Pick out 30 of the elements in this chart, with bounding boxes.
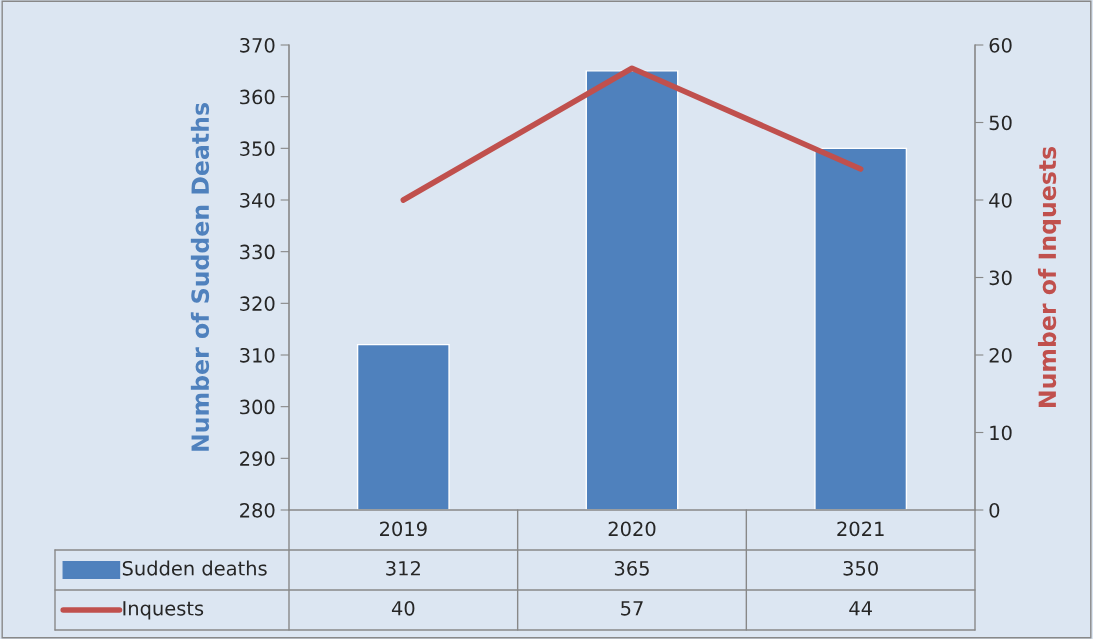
y-tick-label: 310	[240, 347, 275, 363]
data-label: 57	[621, 601, 643, 616]
y-tick-label: 290	[240, 451, 275, 466]
y-tick-label: 330	[240, 244, 275, 260]
x-tick-label: 2020	[608, 521, 656, 537]
y2-tick-label: 40	[989, 192, 1012, 208]
data-label: 350	[843, 560, 878, 576]
data-label: 312	[386, 560, 420, 576]
legend-label: Sudden deaths	[122, 560, 267, 576]
y-tick-label: 350	[240, 141, 275, 156]
y2-tick-label: 30	[989, 270, 1012, 286]
data-label: 365	[614, 560, 649, 576]
y-tick-label: 300	[240, 399, 275, 415]
legend-label: Inquests	[123, 601, 204, 620]
y-tick-label: 320	[240, 296, 275, 311]
y-tick-label: 370	[240, 37, 275, 53]
y2-tick-label: 60	[989, 37, 1012, 53]
x-tick-label: 2019	[380, 521, 427, 537]
data-label: 40	[391, 600, 415, 616]
y-tick-label: 360	[240, 89, 275, 105]
y2-axis-title: Number of Inquests	[1037, 146, 1061, 408]
y-tick-label: 280	[240, 502, 275, 518]
y2-tick-label: 50	[989, 115, 1012, 131]
x-tick-label: 2021	[837, 521, 884, 537]
y2-tick-label: 10	[990, 425, 1012, 441]
y2-tick-label: 20	[989, 347, 1012, 363]
y-axis-title: Number of Sudden Deaths	[190, 103, 210, 451]
y-tick-label: 340	[240, 192, 275, 208]
data-label: 44	[849, 601, 872, 616]
y2-tick-label: 0	[989, 502, 1000, 518]
